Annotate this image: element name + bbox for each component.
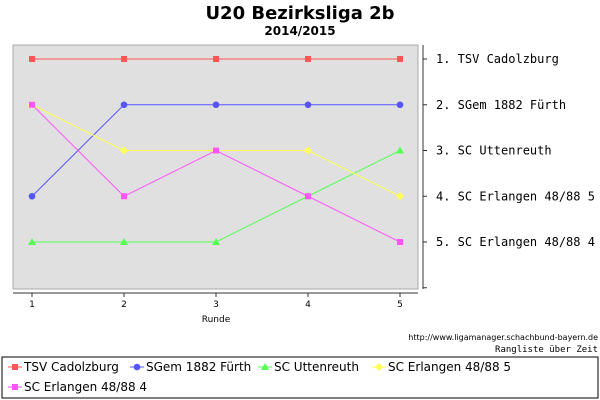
data-point — [397, 56, 403, 62]
data-point — [120, 146, 128, 155]
legend-marker — [261, 363, 269, 370]
data-point — [304, 146, 312, 155]
x-tick-label: 2 — [121, 300, 127, 310]
data-point — [305, 193, 311, 200]
rank-label: 4. SC Erlangen 48/88 5 — [436, 189, 595, 203]
data-point — [397, 239, 403, 245]
data-point — [120, 101, 128, 109]
legend-label: SC Uttenreuth — [274, 360, 359, 374]
series-group — [28, 56, 404, 245]
plot-area — [12, 44, 419, 290]
data-point — [213, 56, 219, 62]
data-point — [29, 56, 35, 62]
legend-label: SC Erlangen 48/88 5 — [388, 360, 511, 374]
data-point — [305, 56, 311, 62]
data-point — [396, 192, 404, 201]
x-tick-label: 1 — [29, 300, 35, 310]
legend-item: SC Erlangen 48/88 4 — [8, 380, 147, 394]
legend-label: SC Erlangen 48/88 4 — [24, 380, 147, 394]
footer-note: Rangliste über Zeit — [495, 345, 598, 355]
data-point — [396, 101, 404, 109]
legend-marker — [375, 363, 383, 371]
legend: TSV Cadolzburg SGem 1882 Fürth SC Uttenreu… — [8, 360, 511, 394]
data-point — [304, 101, 312, 109]
x-axis-label: Runde — [202, 315, 231, 325]
rank-label: 2. SGem 1882 Fürth — [436, 98, 566, 112]
rank-label: 3. SC Uttenreuth — [436, 144, 552, 158]
series-tsv-cadolzburg — [29, 56, 403, 62]
data-point — [213, 147, 219, 154]
legend-item: SC Uttenreuth — [258, 360, 359, 374]
legend-item: SC Erlangen 48/88 5 — [372, 360, 511, 374]
legend-marker — [12, 384, 18, 390]
chart-title: U20 Bezirksliga 2b — [205, 3, 394, 24]
x-tick-label: 5 — [397, 300, 403, 310]
x-tick-label: 4 — [305, 300, 311, 310]
data-point — [121, 193, 127, 200]
data-point — [396, 146, 404, 154]
source-url: http://www.ligamanager.schachbund-bayern… — [408, 333, 598, 342]
rank-label: 5. SC Erlangen 48/88 4 — [436, 235, 595, 249]
legend-box — [1, 356, 599, 399]
rank-label: 1. TSV Cadolzburg — [436, 52, 559, 66]
x-ticks: 1 2 3 4 5 — [29, 293, 403, 310]
legend-marker — [12, 364, 18, 370]
rank-labels: 1. TSV Cadolzburg 2. SGem 1882 Fürth 3. SC… — [423, 52, 595, 289]
legend-label: TSV Cadolzburg — [23, 360, 119, 374]
legend-label: SGem 1882 Fürth — [146, 360, 251, 374]
data-point — [28, 192, 36, 200]
data-point — [120, 238, 128, 245]
data-point — [28, 238, 36, 245]
data-point — [121, 56, 127, 62]
x-tick-label: 3 — [213, 300, 219, 310]
legend-marker — [133, 363, 141, 371]
legend-item: SGem 1882 Fürth — [130, 360, 251, 374]
legend-item: TSV Cadolzburg — [8, 360, 119, 374]
data-point — [29, 101, 35, 108]
series-sc-erlangen-48-88-4 — [29, 101, 403, 245]
data-point — [212, 238, 220, 245]
chart-subtitle: 2014/2015 — [264, 24, 335, 38]
data-point — [212, 101, 220, 109]
